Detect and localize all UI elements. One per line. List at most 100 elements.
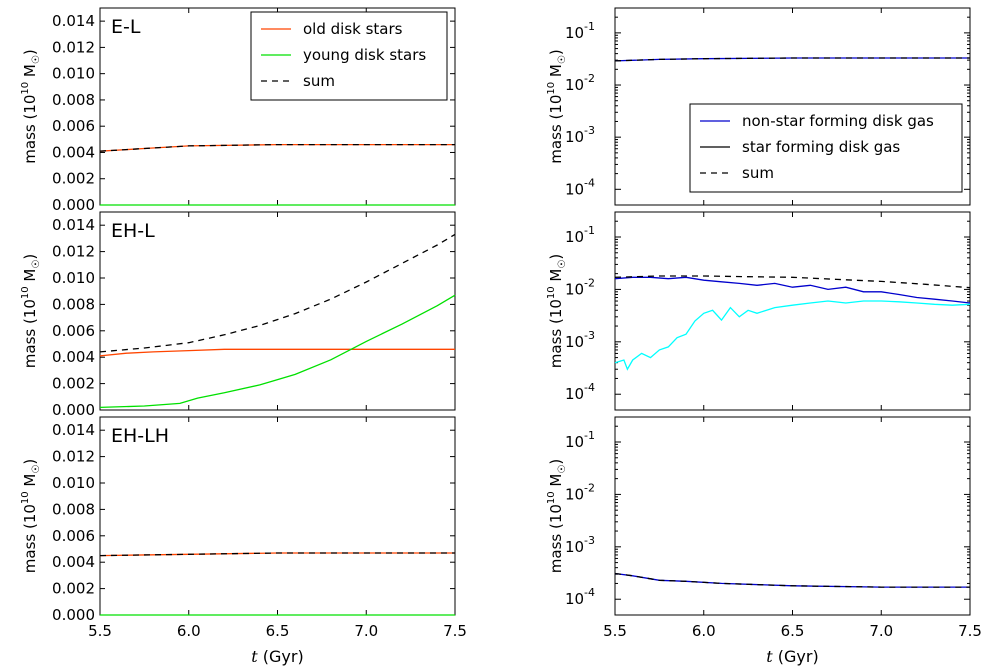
legend-entry: young disk stars: [303, 46, 426, 64]
y-axis-label-part: M: [547, 64, 565, 82]
y-tick-label: 0.008: [52, 91, 95, 109]
panel-label: EH-L: [111, 220, 155, 242]
y-axis-label: mass (1010 M☉): [546, 49, 568, 163]
y-tick-label: 0.012: [52, 38, 95, 56]
legend-entry: sum: [742, 164, 774, 182]
y-axis-label: mass (1010 M☉): [20, 254, 42, 368]
plot-frame: [99, 211, 456, 411]
y-tick-exponent: -4: [584, 176, 595, 189]
panels: 0.000 0.002 0.004 0.006 0.008 0.010 0.012 0.014…: [20, 7, 982, 666]
plot-frame: [614, 211, 971, 411]
x-axis-label-var: t: [251, 647, 258, 666]
y-axis-label-part: mass (10: [547, 504, 565, 573]
y-tick-label: 0.014: [52, 216, 95, 234]
y-axis-label-part: 10: [546, 491, 557, 504]
y-tick-exponent: -3: [584, 534, 595, 547]
y-tick-label: 0.004: [52, 348, 95, 366]
y-axis-label-part: ): [21, 459, 39, 465]
y-tick-label: 0.010: [52, 474, 95, 492]
legend-entry: sum: [303, 72, 335, 90]
x-tick-label: 5.5: [603, 622, 627, 640]
y-tick-label: 10-3: [565, 329, 595, 351]
x-axis-label-var: t: [766, 647, 773, 666]
y-tick-label: 10-1: [565, 20, 595, 42]
y-tick-label: 10-2: [565, 72, 595, 94]
series-line-sum: [614, 57, 970, 62]
y-axis-label-part: M: [21, 64, 39, 82]
y-axis-label-part: 10: [20, 82, 31, 95]
x-axis-label-unit: (Gyr): [773, 647, 819, 666]
y-tick-label: 0.012: [52, 243, 95, 261]
y-tick-label: 0.000: [52, 401, 95, 419]
y-axis-label-part: 10: [546, 82, 557, 95]
plot-frame: [614, 416, 971, 616]
y-axis-label: mass (1010 M☉): [546, 459, 568, 573]
y-tick-exponent: -2: [584, 481, 595, 494]
y-tick-exponent: -1: [584, 20, 595, 33]
y-tick-label: 0.000: [52, 196, 95, 214]
y-tick-exponent: -4: [584, 586, 595, 599]
y-tick-exponent: -1: [584, 429, 595, 442]
y-axis-label-part: ☉: [31, 55, 42, 64]
y-axis-label-part: M: [547, 474, 565, 492]
y-tick-label: 0.014: [52, 12, 95, 30]
y-tick-label: 0.004: [52, 143, 95, 161]
y-tick-label: 0.004: [52, 553, 95, 571]
legend-entry: star forming disk gas: [742, 138, 900, 156]
y-tick-exponent: -3: [584, 124, 595, 137]
y-axis-label: mass (1010 M☉): [20, 49, 42, 163]
y-axis-label-part: M: [21, 269, 39, 287]
series-line-young-disk-stars: [99, 294, 456, 409]
y-axis-label-part: mass (10: [21, 95, 39, 164]
series-line-sum: [99, 552, 455, 557]
y-axis-label-part: ): [547, 254, 565, 260]
legend-entry: non-star forming disk gas: [742, 112, 934, 130]
panel-label: EH-LH: [111, 425, 169, 447]
y-axis-label-part: ): [547, 459, 565, 465]
y-tick-label: 0.002: [52, 375, 95, 393]
y-tick-label: 10-1: [565, 224, 595, 246]
x-tick-label: 7.5: [958, 622, 982, 640]
y-tick-label: 0.010: [52, 65, 95, 83]
x-axis-label: t (Gyr): [766, 647, 818, 666]
y-tick-label: 0.012: [52, 448, 95, 466]
y-axis-label-part: 10: [20, 491, 31, 504]
y-axis-label-part: ☉: [31, 465, 42, 474]
y-axis-label-part: mass (10: [547, 299, 565, 368]
y-axis-label-part: 10: [20, 286, 31, 299]
y-axis-label-part: ): [21, 49, 39, 55]
y-axis-label-part: M: [547, 269, 565, 287]
panel-label: E-L: [111, 16, 141, 38]
y-tick-exponent: -2: [584, 276, 595, 289]
y-tick-label: 0.006: [52, 117, 95, 135]
y-tick-label: 0.014: [52, 421, 95, 439]
legend-entry: old disk stars: [303, 20, 403, 38]
x-axis-label-unit: (Gyr): [258, 647, 304, 666]
x-axis-label: t (Gyr): [251, 647, 303, 666]
y-axis-label-part: ): [21, 254, 39, 260]
y-tick-exponent: -1: [584, 224, 595, 237]
x-tick-label: 7.0: [869, 622, 893, 640]
x-tick-label: 7.0: [354, 622, 378, 640]
y-tick-label: 0.006: [52, 322, 95, 340]
legend: old disk stars young disk stars sum: [250, 11, 448, 101]
y-tick-label: 10-4: [565, 586, 595, 608]
series-line-non-star-forming-disk-gas: [614, 276, 971, 304]
x-tick-label: 5.5: [88, 622, 112, 640]
y-axis-label-part: ☉: [557, 55, 568, 64]
y-tick-label: 0.006: [52, 527, 95, 545]
y-axis-label-part: ☉: [557, 260, 568, 269]
y-tick-exponent: -2: [584, 72, 595, 85]
y-tick-label: 10-4: [565, 176, 595, 198]
y-tick-label: 0.008: [52, 500, 95, 518]
y-tick-label: 10-3: [565, 124, 595, 146]
series-line-sum: [99, 143, 455, 152]
y-axis-label-part: ☉: [31, 260, 42, 269]
y-tick-label: 0.002: [52, 170, 95, 188]
series-line-sum: [614, 572, 970, 588]
series-line-sum: [99, 233, 456, 353]
y-axis-label-part: mass (10: [21, 504, 39, 573]
